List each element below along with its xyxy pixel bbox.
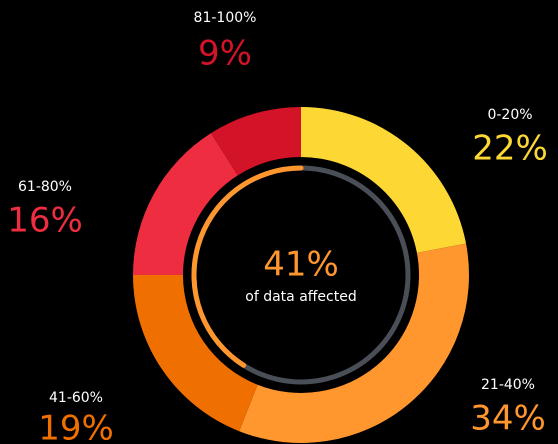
donut-segment (301, 107, 467, 253)
donut-segment (239, 243, 469, 444)
donut-segment (133, 275, 258, 432)
value-label: 16% (7, 201, 83, 241)
value-label: 34% (470, 399, 546, 439)
value-label: 22% (472, 129, 548, 169)
value-label: 19% (38, 409, 114, 444)
progress-arc (191, 165, 304, 368)
labels: 0-20% 22% 21-40% 34% 41-60% 19% 61-80% 16% 81-10… (7, 10, 548, 444)
value-label: 9% (198, 34, 252, 74)
center-value: 41% (263, 245, 339, 285)
donut-segment (133, 133, 238, 275)
category-label: 21-40% (481, 377, 535, 393)
donut-segment (210, 107, 301, 176)
center-text: of data affected (245, 289, 356, 305)
category-label: 0-20% (487, 107, 532, 123)
donut (133, 107, 469, 444)
category-label: 61-80% (18, 179, 72, 195)
category-label: 81-100% (194, 10, 257, 26)
category-label: 41-60% (49, 390, 103, 406)
